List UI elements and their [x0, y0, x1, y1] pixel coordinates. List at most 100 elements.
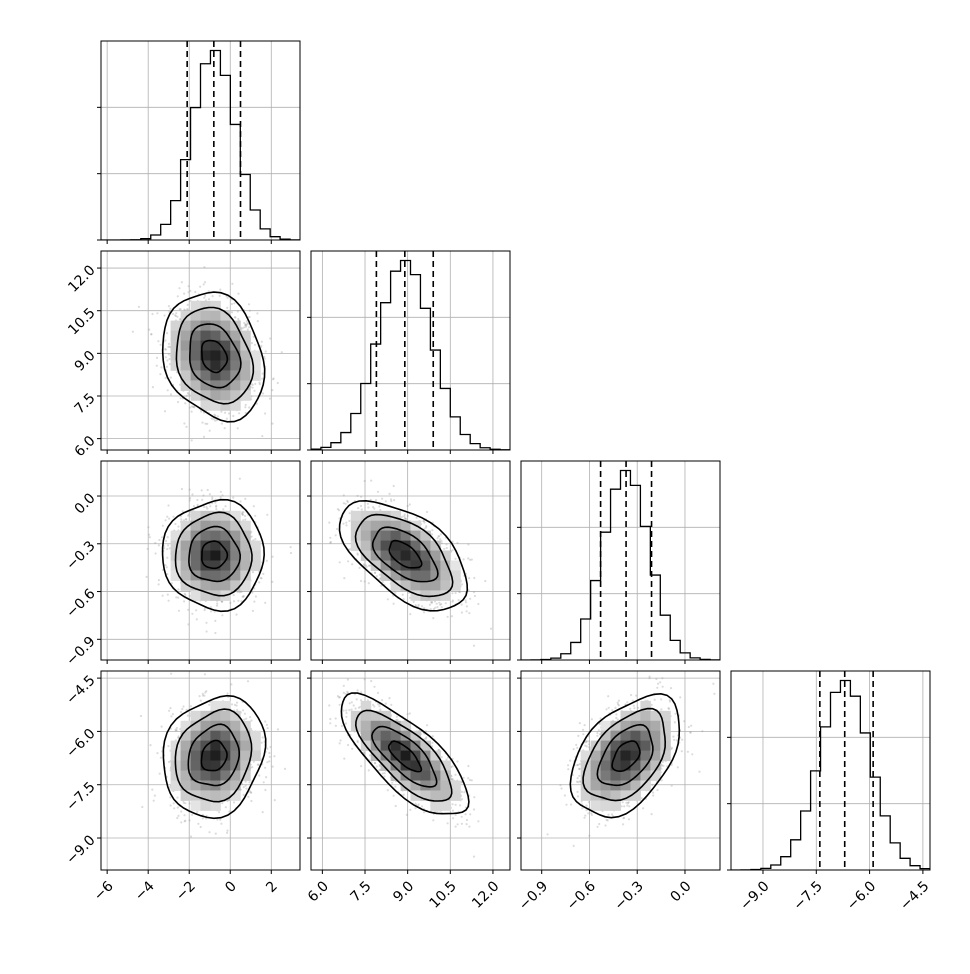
scatter-point: [381, 498, 383, 500]
scatter-point: [156, 312, 158, 314]
scatter-point: [239, 478, 241, 480]
scatter-point: [189, 497, 191, 499]
scatter-point: [266, 560, 268, 562]
panel-0-0: [97, 41, 300, 244]
scatter-point: [231, 311, 233, 313]
panel-2-2: [517, 461, 720, 664]
scatter-point: [188, 285, 190, 287]
scatter-point: [256, 312, 258, 314]
density-cell: [201, 301, 211, 311]
scatter-point: [407, 505, 409, 507]
scatter-point: [336, 528, 338, 530]
scatter-point: [186, 308, 188, 310]
scatter-point: [172, 313, 174, 315]
scatter-point: [388, 493, 390, 495]
scatter-point: [200, 458, 202, 460]
scatter-point: [459, 591, 461, 593]
scatter-point: [226, 418, 228, 420]
scatter-point: [254, 344, 256, 346]
scatter-point: [329, 542, 331, 544]
scatter-point: [246, 320, 248, 322]
scatter-point: [373, 508, 375, 510]
scatter-point: [245, 404, 247, 406]
scatter-point: [244, 498, 246, 500]
scatter-point: [148, 534, 150, 536]
density-cell: [201, 331, 211, 341]
scatter-point: [255, 595, 257, 597]
scatter-point: [173, 802, 175, 804]
scatter-point: [203, 266, 205, 268]
scatter-point: [166, 516, 168, 518]
scatter-point: [243, 322, 245, 324]
density-cell: [351, 511, 361, 521]
scatter-point: [220, 496, 222, 498]
scatter-point: [261, 341, 263, 343]
scatter-point: [415, 604, 417, 606]
scatter-point: [271, 581, 273, 583]
scatter-point: [182, 705, 184, 707]
scatter-point: [431, 601, 433, 603]
density-cell: [411, 561, 421, 571]
scatter-point: [164, 564, 166, 566]
scatter-point: [253, 390, 255, 392]
scatter-point: [158, 539, 160, 541]
scatter-point: [211, 498, 213, 500]
scatter-point: [290, 552, 292, 554]
scatter-point: [265, 350, 267, 352]
scatter-point: [456, 542, 458, 544]
panel-content: [101, 461, 300, 660]
scatter-point: [359, 567, 361, 569]
scatter-point: [221, 423, 223, 425]
scatter-point: [203, 297, 205, 299]
scatter-point: [237, 293, 239, 295]
scatter-point: [467, 557, 469, 559]
scatter-point: [159, 373, 161, 375]
scatter-point: [430, 608, 432, 610]
scatter-point: [361, 508, 363, 510]
scatter-point: [187, 304, 189, 306]
panel-content: [521, 461, 720, 660]
scatter-point: [180, 821, 182, 823]
scatter-point: [244, 518, 246, 520]
scatter-point: [180, 397, 182, 399]
scatter-point: [242, 596, 244, 598]
scatter-point: [211, 418, 213, 420]
scatter-point: [160, 366, 162, 368]
density-cell: [371, 511, 381, 521]
scatter-point: [468, 577, 470, 579]
scatter-point: [466, 610, 468, 612]
scatter-point: [207, 489, 209, 491]
scatter-point: [165, 356, 167, 358]
scatter-point: [264, 412, 266, 414]
scatter-point: [189, 407, 191, 409]
scatter-point: [191, 613, 193, 615]
scatter-point: [233, 600, 235, 602]
scatter-point: [183, 293, 185, 295]
scatter-point: [181, 281, 183, 283]
scatter-point: [224, 412, 226, 414]
scatter-point: [271, 423, 273, 425]
scatter-point: [346, 500, 348, 502]
scatter-point: [210, 610, 212, 612]
scatter-point: [189, 290, 191, 292]
scatter-point: [461, 611, 463, 613]
scatter-point: [203, 283, 205, 285]
scatter-point: [473, 645, 475, 647]
scatter-point: [200, 826, 202, 828]
scatter-point: [252, 384, 254, 386]
scatter-point: [183, 422, 185, 424]
scatter-point: [248, 406, 250, 408]
density-cell: [201, 531, 211, 541]
scatter-point: [162, 525, 164, 527]
scatter-point: [197, 504, 199, 506]
scatter-point: [209, 505, 211, 507]
scatter-point: [351, 563, 353, 565]
scatter-point: [141, 806, 143, 808]
scatter-point: [370, 480, 372, 482]
scatter-point: [243, 794, 245, 796]
density-cell: [210, 301, 220, 311]
scatter-point: [477, 603, 479, 605]
density-cell: [210, 531, 220, 541]
density-cell: [240, 580, 250, 590]
scatter-point: [224, 427, 226, 429]
